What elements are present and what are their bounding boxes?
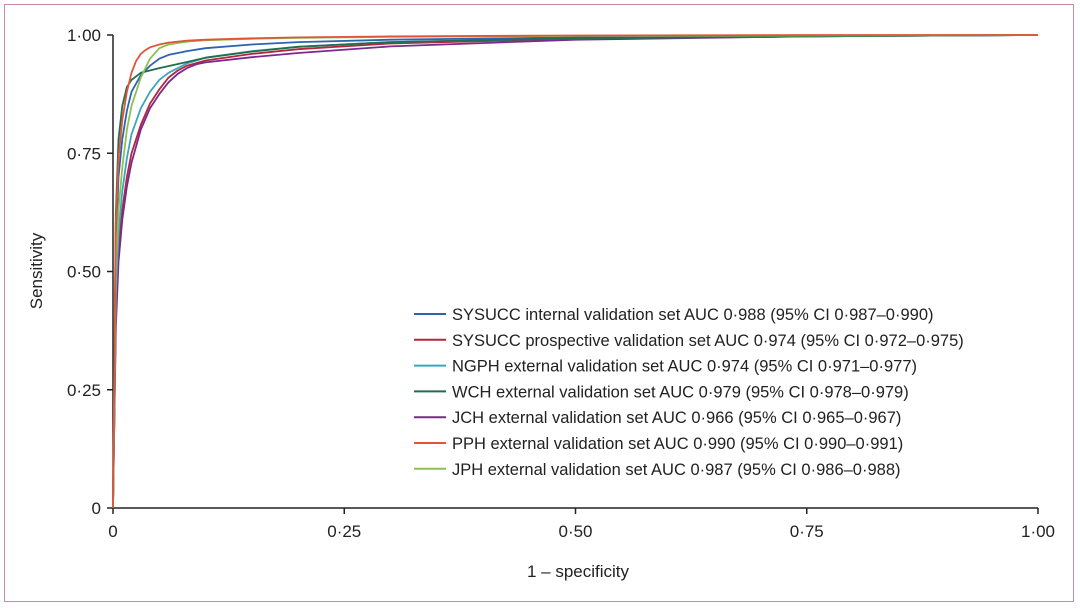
- x-axis-title: 1 – specificity: [527, 562, 630, 581]
- legend-label: SYSUCC prospective validation set AUC 0·…: [452, 332, 964, 350]
- y-tick-label: 0·50: [67, 263, 101, 282]
- legend: SYSUCC internal validation set AUC 0·988…: [414, 306, 964, 479]
- legend-label: JPH external validation set AUC 0·987 (9…: [452, 461, 901, 479]
- x-tick-label: 0: [108, 522, 117, 541]
- x-tick-label: 1·00: [1021, 522, 1055, 541]
- y-tick-label: 1·00: [67, 26, 101, 45]
- roc-curve-series-1: [112, 34, 1039, 509]
- roc-curve-series-4: [112, 34, 1039, 509]
- legend-label: SYSUCC internal validation set AUC 0·988…: [452, 306, 934, 324]
- axes: 00 0·25 0·25 0·50 0·50 0·75 0·75 1·00 1·00: [67, 26, 1055, 541]
- figure-frame: [4, 4, 1074, 602]
- legend-label: WCH external validation set AUC 0·979 (9…: [452, 383, 909, 401]
- legend-label: PPH external validation set AUC 0·990 (9…: [452, 435, 903, 453]
- legend-label: NGPH external validation set AUC 0·974 (…: [452, 358, 917, 376]
- y-tick-label: 0·75: [67, 144, 101, 163]
- x-tick-label: 0·25: [327, 522, 361, 541]
- roc-curve-series-5: [112, 34, 1038, 509]
- x-tick-label: 0·75: [790, 522, 824, 541]
- x-tick-label: 0·50: [558, 522, 592, 541]
- roc-curve-series-3: [112, 34, 1039, 509]
- y-tick-label: 0: [92, 499, 101, 518]
- y-tick-label: 0·25: [67, 381, 101, 400]
- y-axis-title: Sensitivity: [27, 232, 46, 309]
- roc-curve-series-0: [112, 34, 1039, 509]
- roc-curves: [112, 34, 1039, 509]
- legend-label: JCH external validation set AUC 0·966 (9…: [452, 409, 901, 427]
